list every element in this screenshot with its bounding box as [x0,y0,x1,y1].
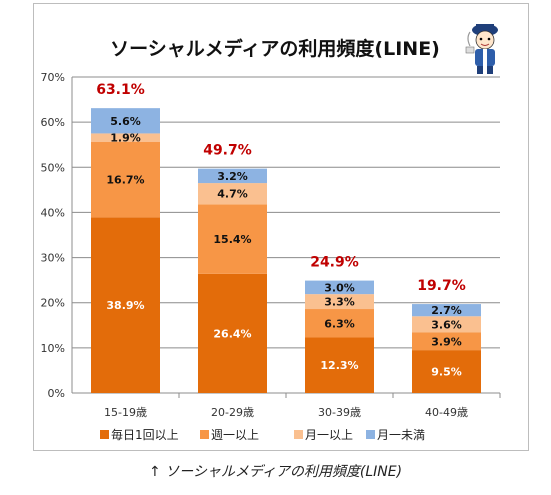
bar-segment [91,217,160,393]
bar-segment [198,168,267,184]
legend-item: 毎日1回以上 [100,426,179,443]
x-tick-label: 40-49歳 [425,406,468,419]
y-tick-label: 70% [41,71,65,84]
legend-swatch [366,430,375,439]
bar-segment [198,183,267,205]
legend-swatch [100,430,109,439]
bar-segment [412,304,481,317]
legend-item: 週一以上 [200,426,259,443]
legend-swatch [200,430,209,439]
data-label: 3.2% [217,170,248,183]
legend-swatch [294,430,303,439]
x-tick-label: 20-29歳 [211,406,254,419]
data-label: 6.3% [324,317,355,330]
data-label: 15.4% [213,233,251,246]
data-label: 38.9% [106,299,144,312]
data-label: 16.7% [106,174,144,187]
bar-segment [305,309,374,338]
bar-segment [91,108,160,134]
bar-segment [412,350,481,393]
bar-segment [91,133,160,143]
bar-segment [305,294,374,310]
total-label: 24.9% [310,255,359,271]
bar-segment [412,332,481,351]
bar-segment [305,337,374,393]
mascot-character-icon [465,24,498,74]
data-label: 12.3% [320,359,358,372]
legend-label: 月一以上 [305,428,354,442]
y-tick-label: 20% [41,297,65,310]
legend-label: 週一以上 [211,428,260,442]
y-tick-label: 10% [41,342,65,355]
data-label: 26.4% [213,327,251,340]
data-label: 3.9% [431,335,462,348]
data-label: 9.5% [431,366,462,379]
data-label: 3.0% [324,281,355,294]
total-label: 19.7% [417,278,466,294]
y-tick-label: 60% [41,116,65,129]
legend-label: 月一未満 [377,428,426,442]
data-label: 4.7% [217,188,248,201]
data-label: 1.9% [110,132,141,145]
data-label: 2.7% [431,304,462,317]
bar-segment [198,204,267,274]
legend-label: 毎日1回以上 [111,428,179,442]
chart-title: ソーシャルメディアの利用頻度(LINE) [110,38,440,60]
bar-segment [305,280,374,295]
x-tick-label: 15-19歳 [104,406,147,419]
bar-segment [198,273,267,393]
bar-segment [91,142,160,218]
data-label: 5.6% [110,115,141,128]
legend-item: 月一未満 [366,426,425,443]
total-label: 49.7% [203,143,252,159]
figure-caption: ↑ ソーシャルメディアの利用頻度(LINE) [148,464,403,480]
y-tick-label: 50% [41,161,65,174]
total-label: 63.1% [96,82,145,98]
y-tick-label: 30% [41,252,65,265]
x-tick-label: 30-39歳 [318,406,361,419]
data-label: 3.3% [324,296,355,309]
data-label: 3.6% [431,318,462,331]
bar-chart: 0% 10% 20% 30% 40% 50% 60% 70% 38.9% 16.7% 1.9% 5.6… [41,71,501,419]
bar-segment [412,316,481,333]
y-tick-label: 0% [48,387,65,400]
legend-item: 月一以上 [294,426,353,443]
chart-legend: 毎日1回以上 週一以上 月一以上 月一未満 [0,426,551,446]
y-tick-label: 40% [41,206,65,219]
